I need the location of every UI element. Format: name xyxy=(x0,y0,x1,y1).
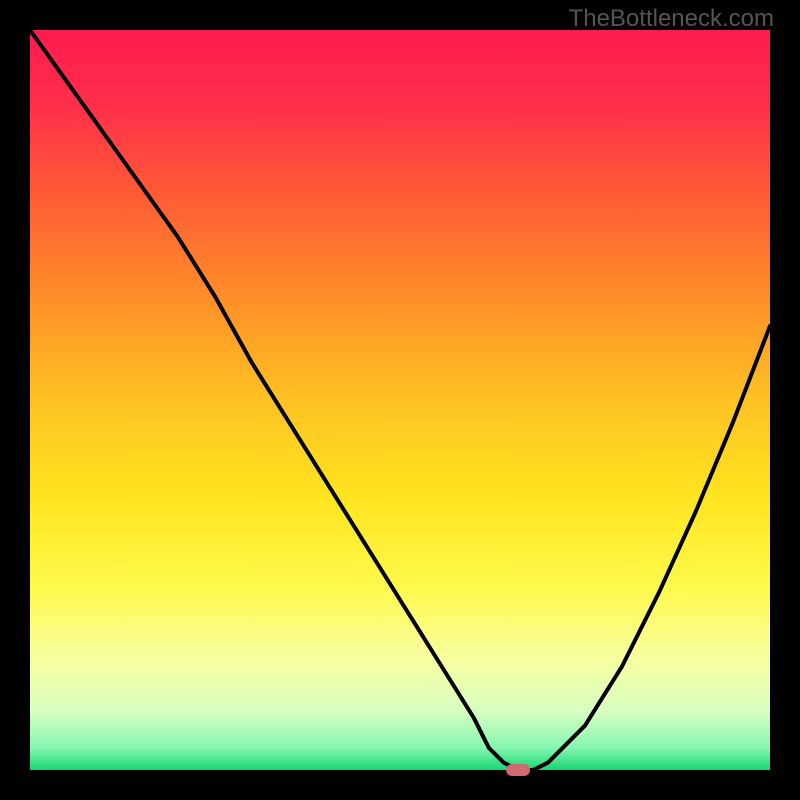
watermark-text: TheBottleneck.com xyxy=(569,5,774,33)
plot-area xyxy=(30,30,770,770)
optimum-marker xyxy=(506,764,530,776)
chart-container: TheBottleneck.com xyxy=(0,0,800,800)
bottleneck-curve xyxy=(30,30,770,770)
